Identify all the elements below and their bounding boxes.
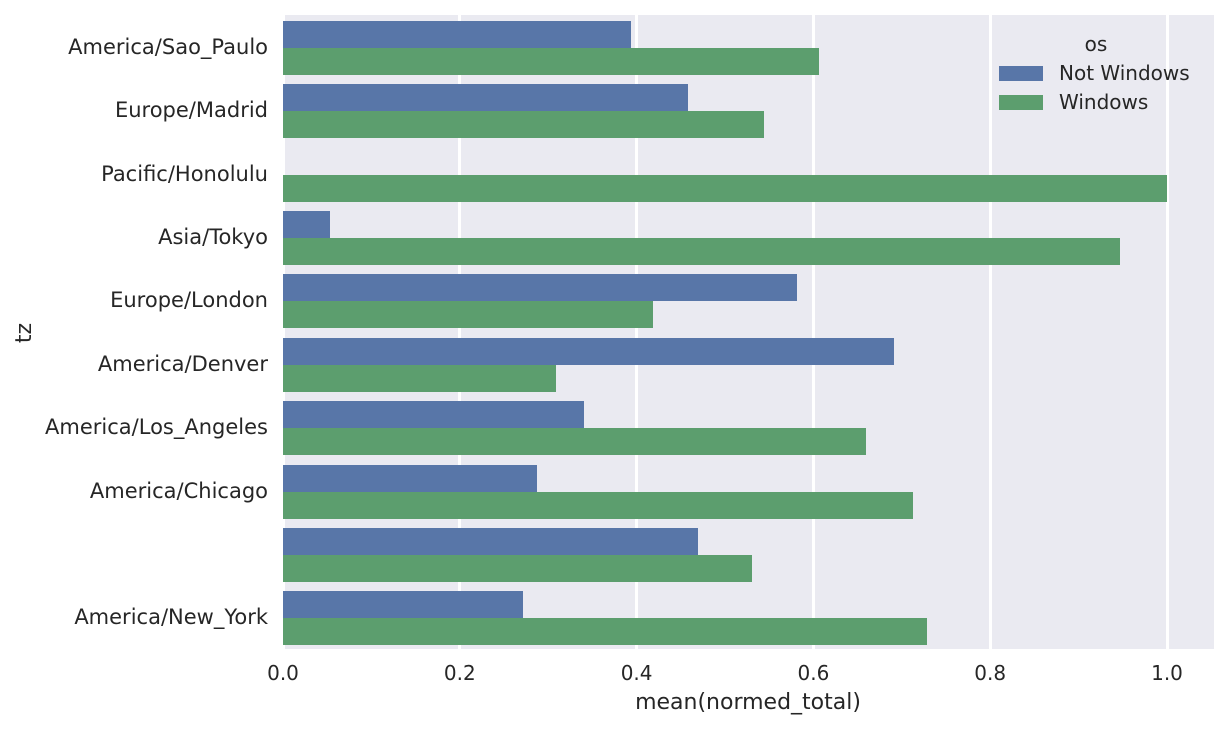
y-axis-title: tz: [11, 322, 37, 344]
bar-windows: [283, 554, 752, 582]
bar-windows: [283, 301, 653, 329]
bar-windows: [283, 237, 1121, 265]
bar-not-windows: [283, 274, 798, 302]
gridline: [458, 15, 462, 649]
gridline: [635, 15, 639, 649]
bar-windows: [283, 491, 914, 519]
gridline: [988, 15, 992, 649]
bar-windows: [283, 47, 819, 75]
bar-windows: [283, 428, 867, 456]
y-tick-label: America/New_York: [74, 605, 268, 630]
plot-area: [283, 15, 1214, 649]
bar-not-windows: [283, 84, 688, 112]
legend: os Not Windows Windows: [999, 32, 1199, 114]
legend-item-not-windows: Not Windows: [999, 61, 1199, 85]
x-tick-label: 0.6: [797, 661, 830, 685]
bar-not-windows: [283, 20, 632, 48]
bar-not-windows: [283, 591, 523, 619]
x-axis-title: mean(normed_total): [635, 690, 861, 715]
x-tick-label: 0.0: [267, 661, 299, 685]
bar-not-windows: [283, 527, 699, 555]
gridline: [811, 15, 815, 649]
bar-windows: [283, 618, 928, 646]
bar-not-windows: [283, 464, 537, 492]
not-windows-swatch-icon: [999, 65, 1043, 81]
y-tick-label: America/Chicago: [89, 478, 268, 503]
bar-windows: [283, 364, 557, 392]
bar-not-windows: [283, 210, 330, 238]
y-tick-label: America/Los_Angeles: [45, 415, 268, 440]
x-tick-label: 0.2: [443, 661, 476, 685]
x-tick-label: 1.0: [1151, 661, 1183, 685]
x-tick-label: 0.8: [974, 661, 1007, 685]
legend-item-windows: Windows: [999, 90, 1199, 114]
y-tick-label: America/Denver: [97, 351, 268, 376]
bar-not-windows: [283, 401, 584, 429]
gridline: [1165, 15, 1169, 649]
y-tick-label: Asia/Tokyo: [158, 224, 268, 249]
legend-title: os: [1084, 32, 1108, 56]
bar-windows: [283, 174, 1167, 202]
y-tick-label: Pacific/Honolulu: [101, 161, 268, 186]
legend-item-label: Windows: [1059, 90, 1149, 114]
legend-item-label: Not Windows: [1059, 61, 1190, 85]
x-tick-label: 0.4: [620, 661, 653, 685]
gridline: [283, 15, 285, 649]
y-tick-label: Europe/Madrid: [114, 98, 268, 123]
y-tick-label: Europe/London: [110, 288, 268, 313]
y-tick-label: America/Sao_Paulo: [68, 34, 268, 59]
bar-windows: [283, 111, 764, 139]
bar-not-windows: [283, 337, 894, 365]
windows-swatch-icon: [999, 94, 1043, 110]
